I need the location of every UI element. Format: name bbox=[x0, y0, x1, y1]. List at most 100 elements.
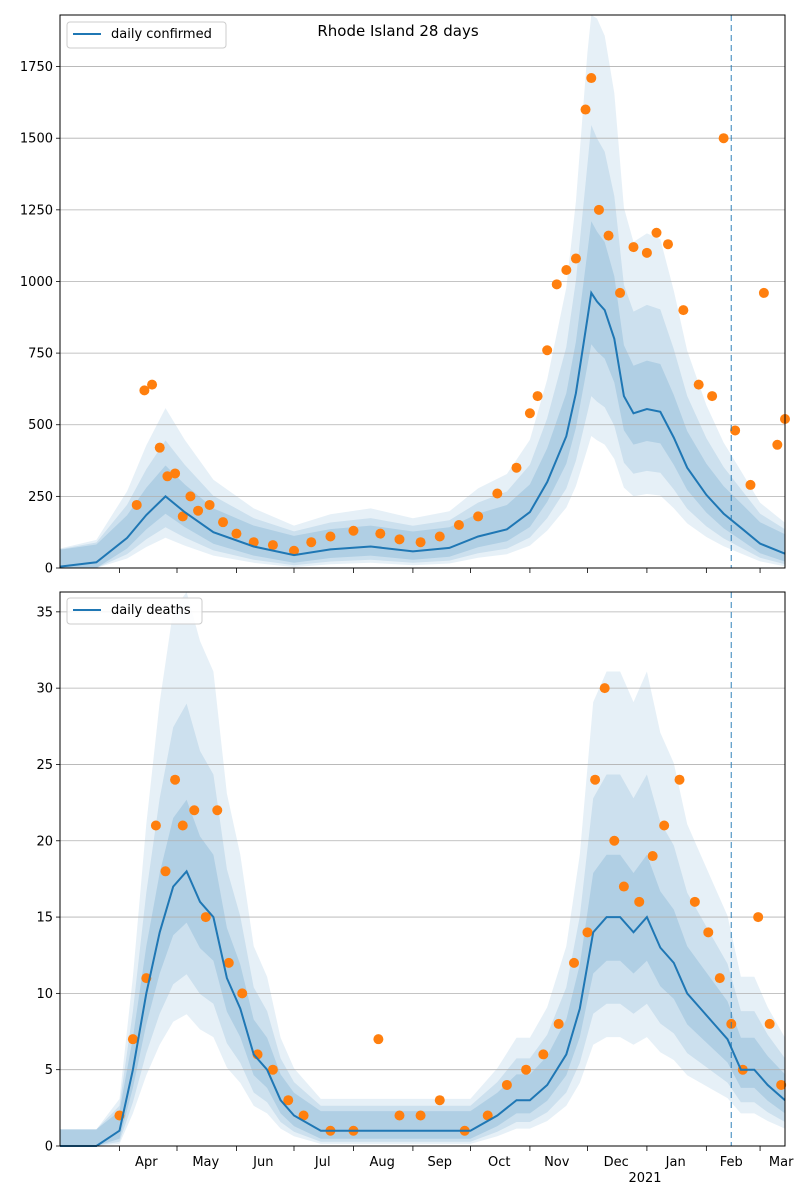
data-point bbox=[593, 204, 604, 215]
x-tick-label: May bbox=[192, 1155, 219, 1170]
data-point bbox=[189, 805, 200, 816]
y-tick-label: 1000 bbox=[20, 275, 53, 290]
data-point bbox=[160, 866, 171, 877]
data-point bbox=[325, 531, 336, 542]
y-tick-label: 0 bbox=[45, 1140, 53, 1155]
data-point bbox=[162, 471, 173, 482]
confidence-bands bbox=[60, 15, 785, 569]
y-tick-label: 25 bbox=[36, 758, 53, 773]
data-point bbox=[524, 408, 535, 419]
x-axis-ticks bbox=[119, 568, 761, 573]
y-tick-label: 250 bbox=[28, 490, 53, 505]
data-point bbox=[434, 1095, 445, 1106]
data-point bbox=[693, 379, 704, 390]
y-tick-label: 35 bbox=[36, 605, 53, 620]
legend: daily confirmed bbox=[66, 21, 227, 49]
data-point bbox=[641, 247, 652, 258]
data-point bbox=[139, 385, 150, 396]
data-point bbox=[415, 1110, 426, 1121]
y-tick-label: 1750 bbox=[20, 60, 53, 75]
data-point bbox=[453, 520, 464, 531]
data-point bbox=[154, 442, 165, 453]
x-tick-label: Mar bbox=[769, 1155, 794, 1170]
data-point bbox=[776, 1079, 787, 1090]
data-point bbox=[218, 517, 229, 528]
data-point bbox=[758, 287, 769, 298]
confirmed-panel: 0 250 500 750 1000 1250 1500 1750 Rhode Island … bbox=[20, 14, 790, 577]
data-point bbox=[223, 957, 234, 968]
data-point bbox=[131, 499, 142, 510]
data-point bbox=[580, 104, 591, 115]
y-tick-label: 5 bbox=[45, 1063, 53, 1078]
data-point bbox=[745, 479, 756, 490]
data-point bbox=[753, 912, 764, 923]
data-point bbox=[373, 1034, 384, 1045]
data-point bbox=[394, 534, 405, 545]
data-point bbox=[204, 499, 215, 510]
x-tick-label: Jun bbox=[252, 1155, 273, 1170]
data-point bbox=[306, 537, 317, 548]
legend-label: daily confirmed bbox=[111, 27, 212, 42]
data-point bbox=[707, 391, 718, 402]
confidence-band bbox=[60, 703, 785, 1146]
y-tick-label: 10 bbox=[36, 987, 53, 1002]
data-point bbox=[647, 851, 658, 862]
data-point bbox=[177, 820, 188, 831]
data-point bbox=[288, 545, 299, 556]
data-point bbox=[434, 531, 445, 542]
data-point bbox=[634, 896, 645, 907]
data-point bbox=[628, 242, 639, 253]
data-point bbox=[542, 345, 553, 356]
data-point bbox=[150, 820, 161, 831]
plot-frame bbox=[59, 14, 786, 569]
data-point bbox=[147, 379, 158, 390]
legend: daily deaths bbox=[66, 597, 203, 625]
data-point bbox=[193, 505, 204, 516]
data-point bbox=[553, 1018, 564, 1029]
x-tick-label: Oct bbox=[488, 1155, 510, 1170]
x-tick-label: Jan bbox=[665, 1155, 686, 1170]
y-axis: 0 5 10 15 20 25 30 35 bbox=[36, 605, 60, 1155]
y-tick-label: 1250 bbox=[20, 203, 53, 218]
confidence-band bbox=[60, 15, 785, 568]
data-point bbox=[283, 1095, 294, 1106]
data-point bbox=[772, 439, 783, 450]
year-label: 2021 bbox=[628, 1171, 661, 1186]
data-point bbox=[267, 540, 278, 551]
x-axis: Apr May Jun Jul Aug Sep Oct Nov Dec Jan Feb Mar bbox=[119, 1146, 794, 1170]
data-point bbox=[551, 279, 562, 290]
data-point bbox=[659, 820, 670, 831]
daily-confirmed-line bbox=[59, 290, 786, 568]
data-point bbox=[609, 835, 620, 846]
data-point bbox=[603, 230, 614, 241]
confidence-bands bbox=[60, 592, 785, 1146]
data-point bbox=[532, 391, 543, 402]
data-point bbox=[674, 774, 685, 785]
data-point bbox=[663, 239, 674, 250]
data-point bbox=[569, 957, 580, 968]
data-point bbox=[651, 227, 662, 238]
y-tick-label: 500 bbox=[28, 418, 53, 433]
x-tick-label: Dec bbox=[604, 1155, 629, 1170]
data-point bbox=[703, 927, 714, 938]
data-point bbox=[127, 1034, 138, 1045]
data-point bbox=[586, 73, 597, 84]
data-point bbox=[185, 491, 196, 502]
data-point bbox=[212, 805, 223, 816]
data-point bbox=[267, 1064, 278, 1075]
y-axis: 0 250 500 750 1000 1250 1500 1750 bbox=[20, 60, 60, 577]
x-tick-label: Aug bbox=[370, 1155, 395, 1170]
chart-title: Rhode Island 28 days bbox=[317, 22, 478, 40]
data-point bbox=[501, 1079, 512, 1090]
data-point bbox=[570, 253, 581, 264]
data-point bbox=[599, 683, 610, 694]
x-tick-label: Nov bbox=[544, 1155, 570, 1170]
data-point bbox=[538, 1049, 549, 1060]
data-point bbox=[561, 265, 572, 276]
y-tick-label: 1500 bbox=[20, 132, 53, 147]
y-tick-label: 20 bbox=[36, 834, 53, 849]
data-point bbox=[521, 1064, 532, 1075]
data-point bbox=[590, 774, 601, 785]
data-point bbox=[764, 1018, 775, 1029]
